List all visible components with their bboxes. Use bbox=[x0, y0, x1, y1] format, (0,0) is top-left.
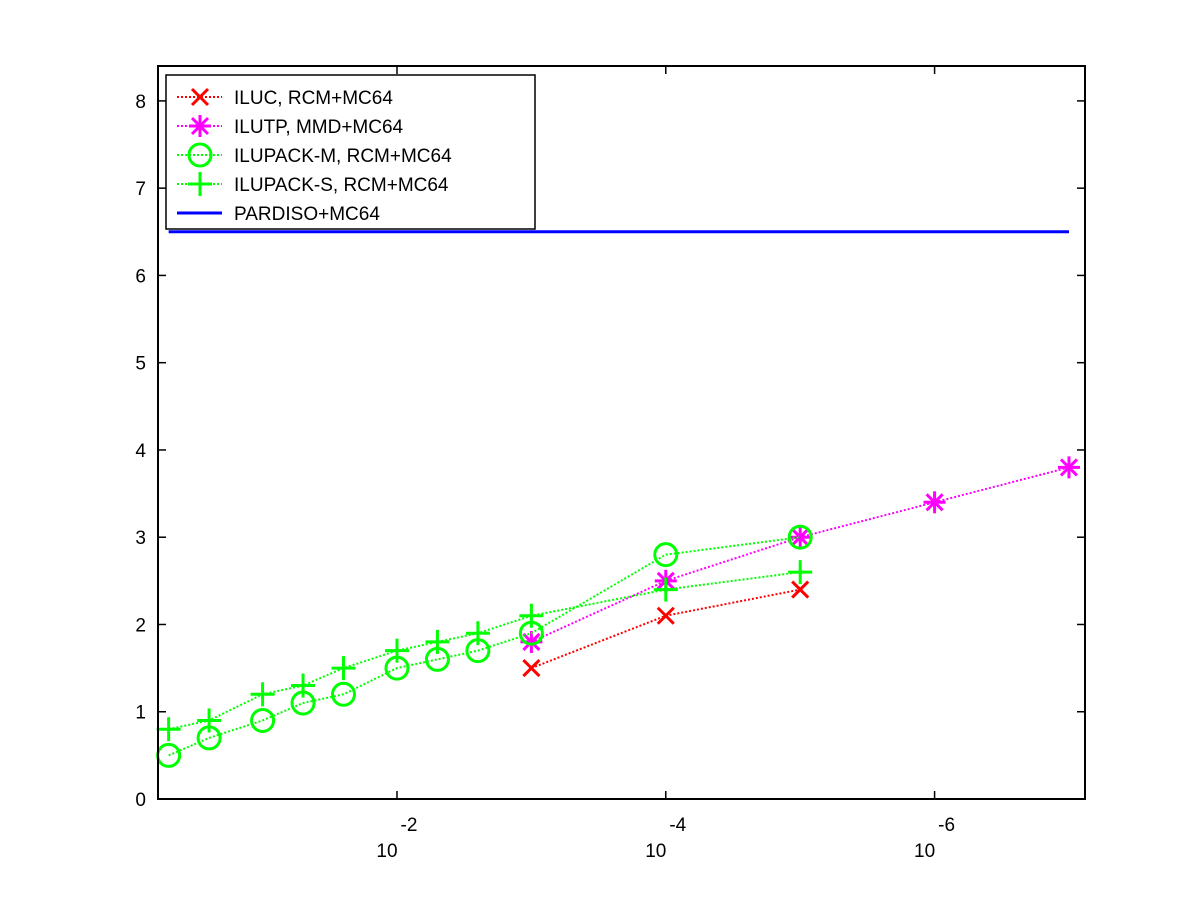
marker-stroke bbox=[250, 707, 276, 733]
legend-label: PARDISO+MC64 bbox=[234, 204, 380, 225]
axes-box bbox=[157, 65, 1086, 800]
marker bbox=[190, 87, 210, 107]
marker-stroke bbox=[791, 580, 810, 599]
y-tick-label: 5 bbox=[135, 354, 146, 375]
marker bbox=[653, 577, 678, 602]
x-tick-label: 10 bbox=[914, 841, 935, 862]
marker bbox=[187, 142, 213, 168]
marker bbox=[787, 524, 813, 550]
marker-stroke bbox=[925, 493, 944, 512]
marker-stroke bbox=[190, 87, 210, 107]
marker bbox=[791, 580, 810, 599]
marker bbox=[425, 629, 450, 654]
legend-box bbox=[165, 74, 536, 230]
series-line bbox=[168, 571, 801, 731]
y-tick-label: 3 bbox=[135, 528, 146, 549]
marker-stroke bbox=[522, 632, 541, 651]
marker bbox=[653, 542, 679, 568]
y-tick-label: 6 bbox=[135, 266, 146, 287]
marker bbox=[250, 682, 275, 707]
y-tick-label: 2 bbox=[135, 615, 146, 636]
marker bbox=[384, 638, 409, 663]
marker bbox=[788, 560, 813, 585]
marker bbox=[197, 708, 222, 733]
marker bbox=[519, 603, 544, 628]
marker-stroke bbox=[522, 659, 541, 678]
marker bbox=[156, 717, 181, 742]
marker-stroke bbox=[190, 116, 210, 136]
x-tick-exponent: -6 bbox=[938, 815, 955, 836]
y-tick-label: 4 bbox=[135, 441, 146, 462]
marker-stroke bbox=[656, 606, 675, 625]
marker-stroke bbox=[787, 524, 813, 550]
marker bbox=[465, 621, 490, 646]
legend-label: ILUPACK-M, RCM+MC64 bbox=[234, 146, 452, 167]
marker bbox=[656, 606, 675, 625]
marker bbox=[1057, 456, 1080, 479]
marker-stroke bbox=[330, 681, 356, 707]
y-tick-label: 7 bbox=[135, 179, 146, 200]
marker bbox=[522, 659, 541, 678]
marker bbox=[291, 673, 316, 698]
x-tick-label: 10 bbox=[376, 841, 397, 862]
marker bbox=[189, 115, 211, 137]
x-tick-exponent: -4 bbox=[669, 815, 686, 836]
legend: ILUC, RCM+MC64 ILUTP, MMD+MC64 ILUPACK-M, … bbox=[165, 74, 536, 230]
marker bbox=[188, 172, 212, 196]
marker bbox=[250, 707, 276, 733]
x-tick-exponent: -2 bbox=[401, 815, 418, 836]
marker-stroke bbox=[653, 542, 679, 568]
legend-label: ILUPACK-S, RCM+MC64 bbox=[234, 175, 449, 196]
legend-label: ILUTP, MMD+MC64 bbox=[234, 117, 404, 138]
legend-label: ILUC, RCM+MC64 bbox=[234, 88, 393, 109]
marker bbox=[923, 491, 946, 514]
x-tick-label: 10 bbox=[645, 841, 666, 862]
marker bbox=[330, 681, 356, 707]
y-tick-label: 8 bbox=[135, 92, 146, 113]
y-tick-label: 1 bbox=[135, 703, 146, 724]
marker-stroke bbox=[1059, 458, 1079, 477]
marker-stroke bbox=[187, 142, 213, 168]
series-line bbox=[168, 536, 801, 757]
marker-stroke bbox=[791, 528, 810, 547]
y-tick-label: 0 bbox=[135, 790, 146, 811]
marker bbox=[331, 656, 356, 681]
